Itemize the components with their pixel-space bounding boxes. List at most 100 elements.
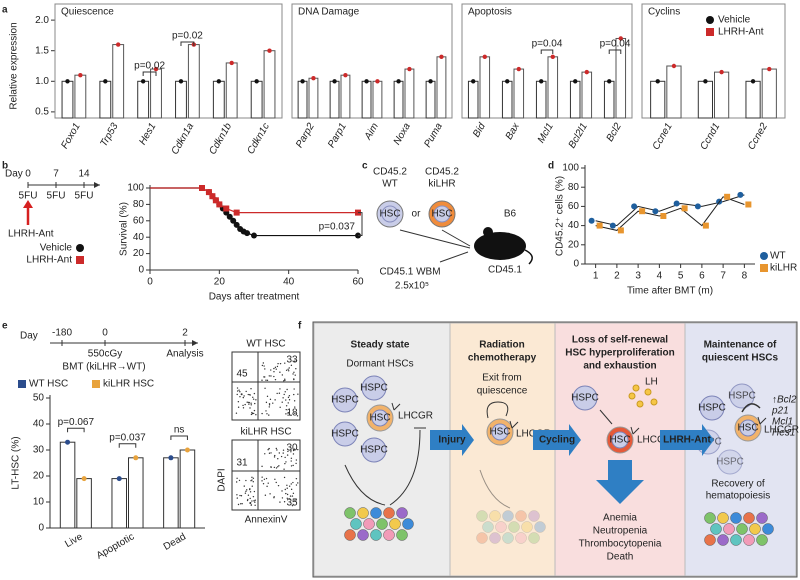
flow-dot <box>253 392 256 395</box>
bar <box>535 80 547 119</box>
flow-dot <box>273 375 275 378</box>
flow-dot <box>273 466 276 469</box>
flow-dot <box>285 413 287 415</box>
flow-dot <box>287 450 289 453</box>
mean-line <box>595 196 745 231</box>
outcome: Neutropenia <box>593 526 648 537</box>
bar <box>666 65 682 119</box>
hsc-nucleus <box>371 409 389 427</box>
survival-point <box>209 193 216 200</box>
blood-cell <box>482 521 494 533</box>
flow-dot <box>236 390 239 392</box>
flow-arrow <box>479 469 511 509</box>
x-tick-label: 4 <box>657 271 663 282</box>
inhibit-arrow <box>389 427 426 506</box>
stage-subtitle: Exit from <box>482 373 521 384</box>
flow-dot <box>265 379 267 381</box>
y-tick-label: 0 <box>38 523 44 534</box>
gene-label: Ccnd1 <box>698 121 722 152</box>
flow-dot <box>290 488 293 491</box>
bar <box>225 62 238 119</box>
bar-cap <box>671 63 677 69</box>
flow-dot <box>278 392 281 394</box>
flow-dot <box>248 401 250 404</box>
flow-dot <box>252 396 254 399</box>
hsc-nucleus <box>739 419 757 437</box>
legend-marker <box>92 380 100 388</box>
hormone <box>636 400 644 408</box>
flow-dot <box>286 388 288 391</box>
survival-point <box>233 221 240 228</box>
y-tick-label: 2.0 <box>35 15 49 26</box>
point <box>702 222 709 229</box>
y-tick-label: 80 <box>568 182 580 193</box>
flow-dot <box>292 453 295 455</box>
hspc-cell <box>332 421 358 447</box>
self-renew-arrow <box>486 401 509 419</box>
sig-label: p=0.02 <box>134 61 165 72</box>
flow-frame <box>231 351 301 421</box>
hspc-cell <box>717 449 743 475</box>
flow-dot <box>268 404 271 406</box>
cell-label: HSC <box>737 423 758 434</box>
flow-dot <box>273 456 276 458</box>
hsc-nucleus <box>611 431 629 449</box>
gene-label: Ccne2 <box>746 121 770 152</box>
blood-cell <box>357 529 369 541</box>
timeline-event: BMT (kiLHR→WT) <box>62 362 145 373</box>
hormone-label: LH <box>645 377 658 388</box>
blood-cell <box>370 529 382 541</box>
flow-dot <box>292 373 294 375</box>
transition-label: Injury <box>438 435 466 446</box>
legend-label: kiLHR HSC <box>103 379 154 390</box>
blood-cell <box>476 510 488 522</box>
flow-dot <box>283 380 285 382</box>
recovery-label: hematopoiesis <box>706 491 770 502</box>
blood-cell <box>383 529 395 541</box>
flow-dot <box>264 494 267 496</box>
flow-dot <box>242 404 244 407</box>
wbm-label: CD45.1 WBM <box>379 267 440 278</box>
flow-dot <box>238 479 241 482</box>
bar <box>569 80 581 119</box>
bar-cap <box>539 79 544 84</box>
blood-cell <box>383 507 395 519</box>
hspc-cell <box>361 437 387 463</box>
bar-cap <box>300 79 305 84</box>
flow-dot <box>250 404 252 406</box>
blood-cell <box>756 534 768 546</box>
point <box>596 222 603 229</box>
timeline-day-value: -180 <box>52 328 72 339</box>
flow-dot <box>236 477 238 479</box>
point <box>724 193 731 200</box>
legend-label: Vehicle <box>718 15 751 26</box>
bar <box>501 80 513 119</box>
y-tick-label: 1.0 <box>35 76 49 87</box>
y-axis-label: CD45.2⁺ cells (%) <box>555 176 566 256</box>
y-tick-label: 20 <box>133 248 145 259</box>
bar <box>150 68 162 119</box>
flow-dot <box>292 481 294 484</box>
flow-dot <box>275 447 278 450</box>
stage-title: Maintenance of <box>704 340 777 351</box>
group-frame <box>291 3 453 119</box>
flow-dot <box>282 449 285 451</box>
flow-dot <box>278 465 280 467</box>
flow-dot <box>288 367 290 369</box>
flow-dot <box>251 476 253 479</box>
transition-arrow <box>533 424 581 456</box>
survival-point <box>230 217 237 224</box>
blood-cell <box>396 529 408 541</box>
flow-dot <box>295 499 298 501</box>
blood-cell <box>704 512 716 524</box>
cell-label: HSPC <box>571 393 599 404</box>
gene: Mcl1 <box>772 417 793 428</box>
flow-dot <box>254 402 256 405</box>
recipient-marker: CD45.1 <box>488 265 522 276</box>
point <box>631 203 638 210</box>
bar <box>308 77 319 119</box>
bar <box>745 80 761 119</box>
flow-dot <box>242 407 245 409</box>
flow-dot <box>291 495 294 497</box>
legend-label: Vehicle <box>40 243 73 254</box>
